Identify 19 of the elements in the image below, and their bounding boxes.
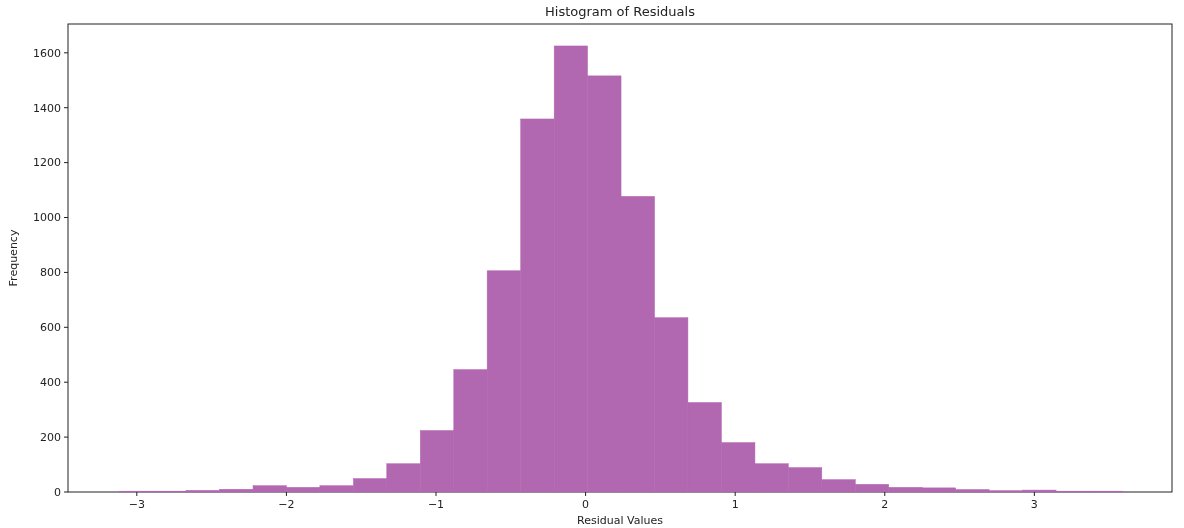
x-tick-label: −2 (278, 498, 295, 511)
x-tick-label: 3 (1030, 498, 1038, 511)
y-tick-label: 1000 (33, 211, 61, 225)
y-tick-label: 600 (40, 321, 61, 335)
x-tick-label: 0 (582, 498, 590, 511)
y-tick-label: 1600 (33, 46, 61, 60)
y-tick-label: 0 (54, 485, 61, 499)
y-tick-label: 400 (40, 376, 61, 390)
y-tick-label: 1400 (33, 101, 61, 115)
x-tick-label: −3 (128, 498, 145, 511)
x-tick-label: 2 (881, 498, 889, 511)
y-tick-label: 800 (40, 266, 61, 280)
y-tick-label: 1200 (33, 156, 61, 170)
x-tick-label: 1 (731, 498, 739, 511)
y-tick-label: 200 (40, 430, 61, 444)
chart-title: Histogram of Residuals (545, 4, 696, 19)
x-axis-title: Residual Values (577, 514, 664, 527)
x-tick-label: −1 (427, 498, 445, 511)
y-axis-title: Frequency (7, 229, 20, 287)
